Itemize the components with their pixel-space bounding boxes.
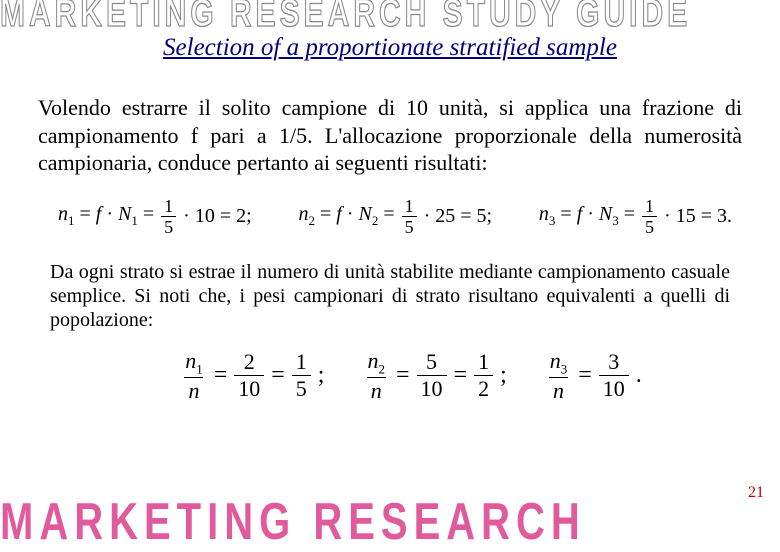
paragraph-2: Da ogni strato si estrae il numero di un… [50,260,730,332]
eq1-term-3: n3 = f · N3 = 15 · 15 = 3. [539,197,732,236]
paragraph-1: Volendo estrarre il solito campione di 1… [38,94,742,177]
eq2-term-2: n2n = 510 = 12 ; [360,350,506,402]
eq1-term-2: n2 = f · N2 = 15 · 25 = 5; [298,197,492,236]
eq1-term-1: n1 = f · N1 = 15 · 10 = 2; [58,197,252,236]
watermark-bottom: MARKETING RESEARCH [0,494,780,552]
slide-content: Selection of a proportionate stratified … [0,0,780,402]
page-number: 21 [748,484,764,502]
eq2-term-1: n1n = 210 = 15 ; [178,350,324,402]
equation-row-1: n1 = f · N1 = 15 · 10 = 2; n2 = f · N2 =… [38,197,742,236]
eq2-term-3: n3n = 310 . [543,350,642,402]
equation-row-2: n1n = 210 = 15 ; n2n = 510 = 12 ; n3n = … [38,350,742,402]
slide-title: Selection of a proportionate stratified … [38,34,742,62]
